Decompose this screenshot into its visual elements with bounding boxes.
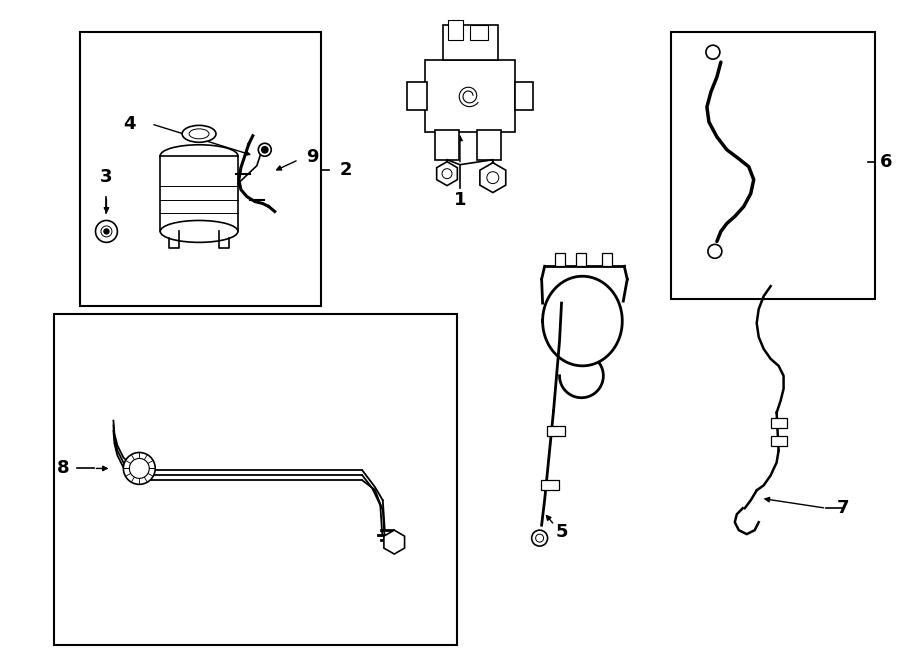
Circle shape bbox=[262, 147, 268, 153]
Bar bbox=[435, 130, 459, 160]
Bar bbox=[425, 60, 515, 132]
Ellipse shape bbox=[182, 126, 216, 142]
Bar bbox=[477, 130, 500, 160]
Text: 1: 1 bbox=[454, 190, 466, 209]
Circle shape bbox=[101, 226, 112, 237]
Circle shape bbox=[130, 459, 149, 479]
Text: 7: 7 bbox=[837, 499, 850, 518]
Circle shape bbox=[708, 245, 722, 258]
Circle shape bbox=[95, 221, 117, 243]
Bar bbox=[546, 426, 564, 436]
Circle shape bbox=[532, 530, 547, 546]
Ellipse shape bbox=[189, 129, 209, 139]
Bar bbox=[443, 25, 498, 60]
Bar bbox=[770, 418, 787, 428]
Bar bbox=[554, 253, 564, 266]
Circle shape bbox=[442, 169, 452, 178]
Ellipse shape bbox=[160, 221, 238, 243]
Bar bbox=[770, 436, 787, 446]
Text: 5: 5 bbox=[555, 523, 568, 541]
Text: 9: 9 bbox=[306, 147, 319, 166]
Bar bbox=[515, 82, 533, 110]
Circle shape bbox=[536, 534, 544, 542]
Circle shape bbox=[487, 172, 499, 184]
Bar bbox=[79, 32, 320, 306]
Circle shape bbox=[104, 229, 109, 234]
Bar bbox=[602, 253, 612, 266]
Bar bbox=[671, 32, 875, 299]
Bar bbox=[160, 156, 238, 231]
Circle shape bbox=[123, 453, 155, 485]
Bar bbox=[407, 82, 428, 110]
Ellipse shape bbox=[160, 145, 238, 167]
Polygon shape bbox=[436, 162, 457, 186]
Bar bbox=[541, 481, 559, 490]
Text: 3: 3 bbox=[100, 168, 112, 186]
Bar bbox=[470, 25, 488, 40]
Text: 6: 6 bbox=[880, 153, 893, 171]
Circle shape bbox=[706, 45, 720, 59]
Bar bbox=[577, 253, 587, 266]
Text: 4: 4 bbox=[123, 115, 136, 133]
Polygon shape bbox=[480, 163, 506, 192]
Text: 2: 2 bbox=[339, 161, 352, 178]
Text: 8: 8 bbox=[58, 459, 70, 477]
Circle shape bbox=[258, 143, 271, 156]
Bar bbox=[54, 314, 457, 644]
Polygon shape bbox=[384, 530, 405, 554]
Bar bbox=[448, 20, 463, 40]
